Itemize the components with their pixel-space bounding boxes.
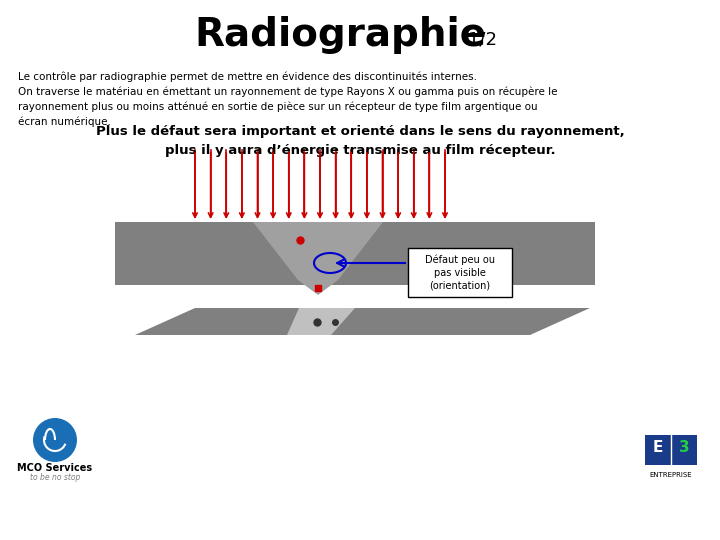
Text: Plus le défaut sera important et orienté dans le sens du rayonnement,
plus il y : Plus le défaut sera important et orienté… <box>96 125 624 157</box>
Text: E: E <box>653 441 663 456</box>
Text: Radiographie: Radiographie <box>194 16 486 54</box>
Text: ENTREPRISE: ENTREPRISE <box>649 472 693 478</box>
Circle shape <box>33 418 77 462</box>
FancyBboxPatch shape <box>408 248 512 297</box>
Text: 3: 3 <box>679 441 689 456</box>
Text: MCO Services: MCO Services <box>17 463 93 473</box>
Polygon shape <box>135 308 590 335</box>
Text: Le contrôle par radiographie permet de mettre en évidence des discontinuités int: Le contrôle par radiographie permet de m… <box>18 72 557 127</box>
Text: 1/2: 1/2 <box>468 31 497 49</box>
Polygon shape <box>253 222 383 295</box>
Bar <box>645 435 697 465</box>
Text: to be no stop: to be no stop <box>30 472 80 482</box>
Bar <box>115 222 595 285</box>
Text: Défaut peu ou
pas visible
(orientation): Défaut peu ou pas visible (orientation) <box>425 254 495 291</box>
Polygon shape <box>287 308 355 335</box>
